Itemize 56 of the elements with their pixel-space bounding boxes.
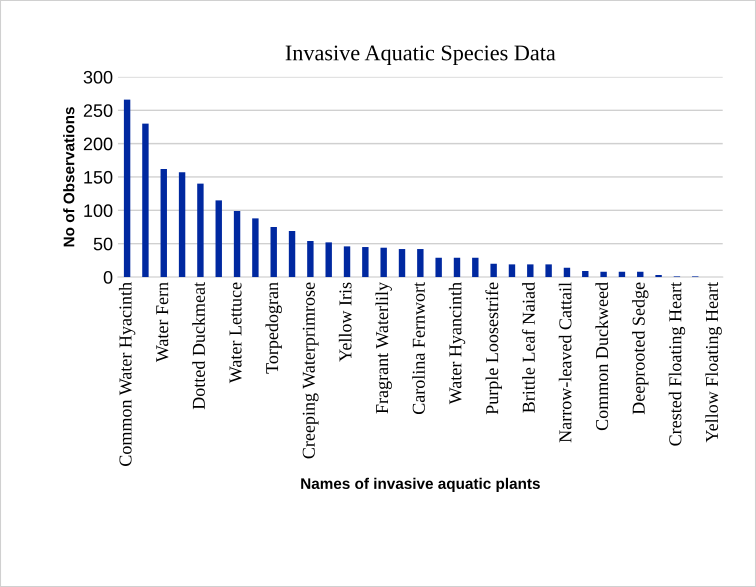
y-tick-label: 300 bbox=[84, 70, 112, 84]
x-tick-label: Yellow Floating Heart bbox=[705, 282, 722, 442]
bar bbox=[344, 246, 350, 278]
bar bbox=[142, 124, 149, 278]
bar bbox=[325, 242, 332, 278]
x-tick-label: Common Duckweed bbox=[595, 282, 608, 430]
bar bbox=[637, 272, 644, 278]
bar bbox=[178, 172, 186, 278]
bar bbox=[252, 218, 259, 278]
bar bbox=[234, 211, 240, 278]
bar bbox=[508, 264, 516, 278]
bar bbox=[270, 227, 277, 278]
y-tick-label: 200 bbox=[84, 138, 112, 150]
chart-title: Invasive Aquatic Species Data bbox=[286, 46, 556, 65]
bar bbox=[398, 249, 406, 278]
y-tick-label: 100 bbox=[84, 204, 112, 218]
bar bbox=[490, 264, 497, 278]
bar bbox=[435, 258, 442, 278]
x-tick-label: Water Hyancinth bbox=[448, 282, 466, 404]
x-tick-label: Water Fern bbox=[156, 282, 168, 362]
bar bbox=[197, 184, 204, 278]
bar bbox=[288, 231, 296, 278]
x-tick-label: Carolina Fernwort bbox=[412, 282, 425, 414]
bar bbox=[582, 271, 588, 278]
x-tick-label: Deeprooted Sedge bbox=[632, 282, 648, 414]
x-tick-label: Purple Loosestrife bbox=[485, 282, 502, 414]
bar bbox=[216, 200, 222, 278]
x-tick-label: Narrow-leaved Cattail bbox=[558, 282, 572, 442]
x-tick-label: Dotted Duckmeat bbox=[192, 282, 205, 410]
bar bbox=[380, 248, 387, 278]
bar bbox=[472, 258, 479, 278]
bar bbox=[545, 264, 552, 278]
x-tick-label: Torpedogran bbox=[266, 282, 282, 374]
y-axis-title: No of Observations bbox=[63, 107, 74, 246]
y-tick-label: 50 bbox=[94, 238, 112, 250]
bar bbox=[124, 100, 130, 278]
x-tick-label: Water Lettuce bbox=[230, 282, 242, 384]
x-tick-label: Brittle Leaf Naiad bbox=[522, 282, 535, 413]
bar bbox=[618, 272, 626, 278]
bar bbox=[454, 258, 460, 278]
x-tick-label: Crested Floating Heart bbox=[668, 282, 686, 446]
x-tick-label: Creeping Waterprimrose bbox=[302, 282, 319, 458]
bar bbox=[600, 272, 607, 278]
bar bbox=[307, 241, 314, 278]
x-tick-label: Fragrant Waterlily bbox=[375, 282, 392, 414]
y-tick-label: 250 bbox=[84, 104, 112, 117]
y-tick-label: 0 bbox=[104, 271, 112, 284]
bar bbox=[527, 264, 534, 278]
bar bbox=[160, 168, 167, 278]
y-tick-label: 150 bbox=[84, 170, 112, 184]
x-tick-label: Common Water Hyacinth bbox=[118, 282, 136, 466]
x-axis-title: Names of invasive aquatic plants bbox=[301, 478, 540, 492]
bar bbox=[564, 268, 570, 278]
x-tick-label: Yellow Iris bbox=[338, 282, 352, 362]
bar bbox=[362, 247, 369, 278]
bar bbox=[417, 249, 424, 278]
